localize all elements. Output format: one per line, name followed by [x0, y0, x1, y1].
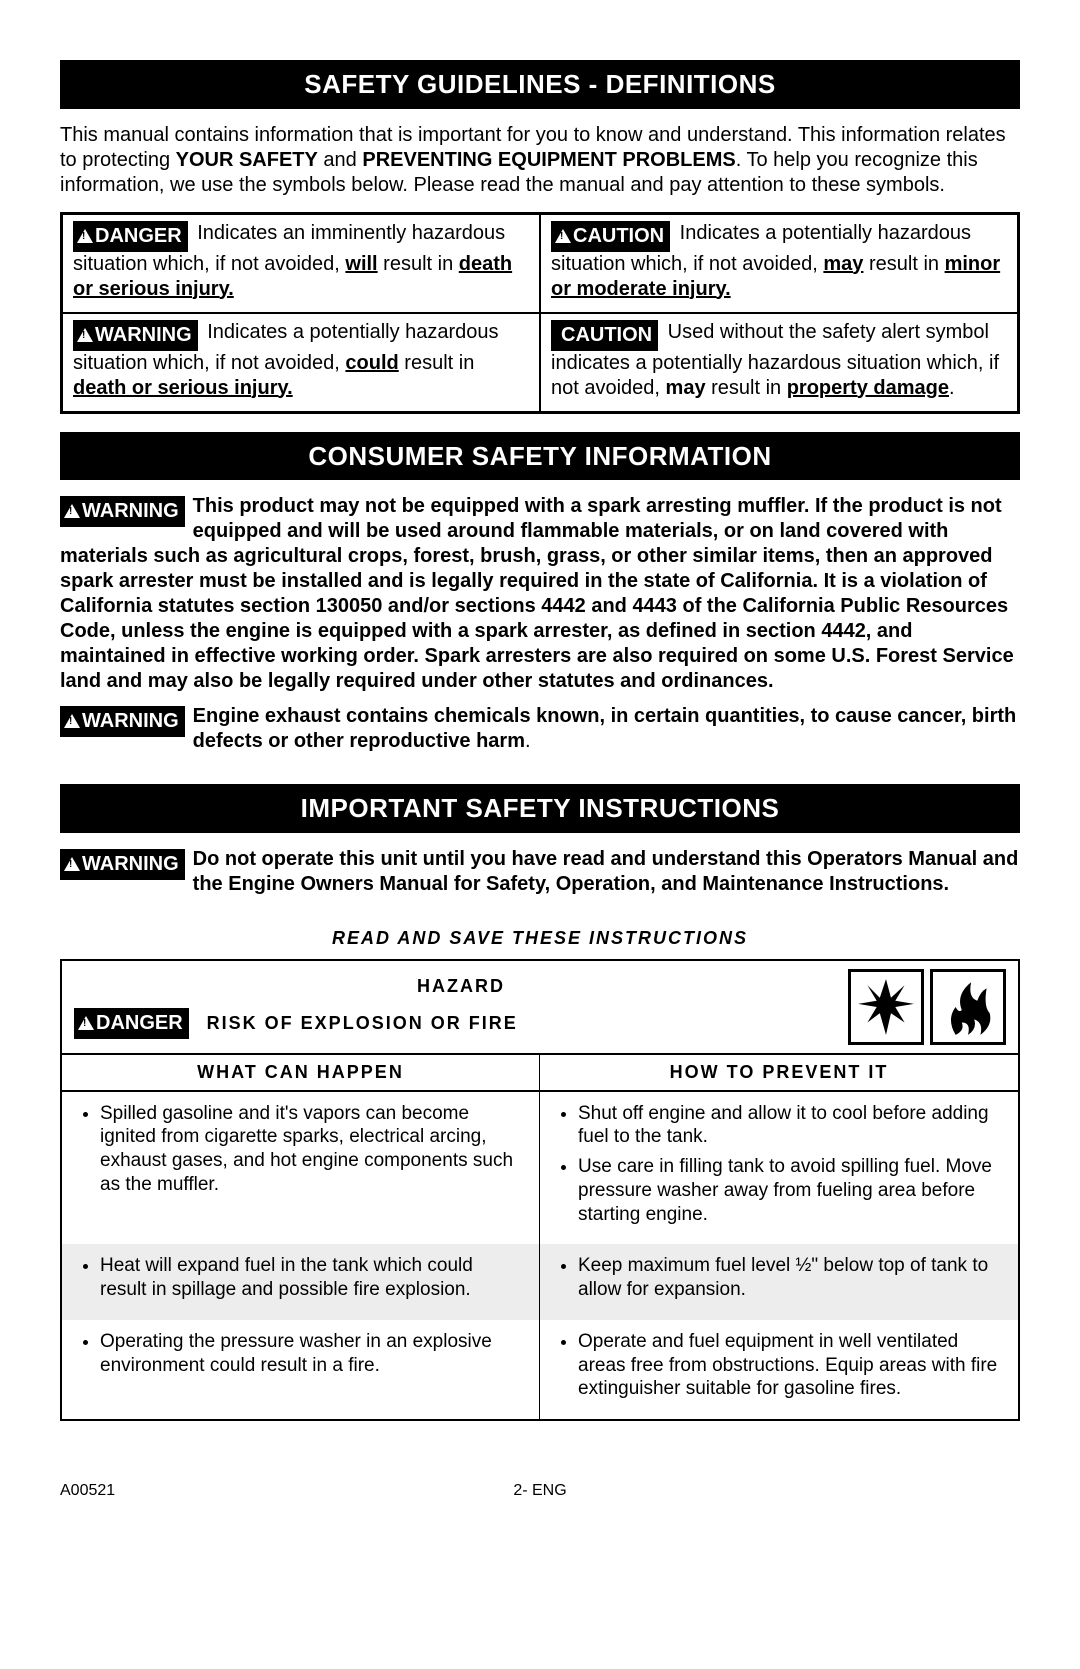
def-caution-plain-b: may	[666, 377, 706, 399]
consumer-body: WARNING This product may not be equipped…	[60, 494, 1020, 764]
caution-label: CAUTION	[551, 221, 670, 252]
def-caution: CAUTION Indicates a potentially hazardou…	[540, 214, 1018, 313]
warning-label-text: WARNING	[82, 500, 179, 522]
explosion-icon	[848, 969, 924, 1045]
warning-label: WARNING	[60, 706, 185, 737]
def-warning-b: could	[345, 352, 398, 374]
hazard-rows: Spilled gasoline and it's vapors can bec…	[62, 1092, 1018, 1420]
alert-icon	[77, 328, 93, 342]
list-item: Operating the pressure washer in an expl…	[100, 1330, 521, 1378]
intro-bold-2: PREVENTING EQUIPMENT PROBLEMS	[362, 149, 735, 171]
warning-label-text: WARNING	[82, 710, 179, 732]
danger-label: DANGER	[74, 1008, 189, 1039]
consumer-w1-text: This product may not be equipped with a …	[60, 495, 1014, 692]
list-item: Heat will expand fuel in the tank which …	[100, 1254, 521, 1302]
alert-icon	[77, 229, 93, 243]
hazard-column-headers: WHAT CAN HAPPEN HOW TO PREVENT IT	[62, 1055, 1018, 1092]
def-caution-plain-u: property damage	[787, 377, 949, 399]
list-item: Shut off engine and allow it to cool bef…	[578, 1102, 1000, 1150]
warning-label: WARNING	[73, 320, 198, 351]
hazard-title: HAZARD	[74, 975, 848, 998]
intro-mid: and	[318, 149, 362, 171]
list-item: Spilled gasoline and it's vapors can bec…	[100, 1102, 521, 1197]
hazard-cell-right: Shut off engine and allow it to cool bef…	[540, 1092, 1018, 1245]
hazard-cell-right: Operate and fuel equipment in well venti…	[540, 1320, 1018, 1419]
definitions-grid: DANGER Indicates an imminently hazardous…	[60, 212, 1020, 414]
consumer-warning-2: WARNING Engine exhaust contains chemical…	[60, 704, 1020, 754]
danger-label: DANGER	[73, 221, 188, 252]
important-body: WARNING Do not operate this unit until y…	[60, 847, 1020, 907]
def-warning: WARNING Indicates a potentially hazardou…	[62, 313, 540, 412]
alert-icon	[64, 714, 80, 728]
hazard-icons	[848, 969, 1006, 1045]
hazard-row: Heat will expand fuel in the tank which …	[62, 1244, 1018, 1320]
period: .	[525, 730, 531, 752]
hazard-row: Operating the pressure washer in an expl…	[62, 1320, 1018, 1419]
def-warning-u: death or serious injury.	[73, 377, 293, 399]
alert-icon	[555, 229, 571, 243]
important-warning-1: WARNING Do not operate this unit until y…	[60, 847, 1020, 897]
def-warning-mid: result in	[399, 352, 475, 374]
warning-label-text: WARNING	[82, 853, 179, 875]
section-title-important: IMPORTANT SAFETY INSTRUCTIONS	[60, 784, 1020, 833]
warning-label: WARNING	[60, 849, 185, 880]
def-caution-b: may	[823, 253, 863, 275]
hazard-table: HAZARD DANGER RISK OF EXPLOSION OR FIRE …	[60, 959, 1020, 1421]
caution-plain-label-text: CAUTION	[555, 324, 652, 346]
hazard-cell-right: Keep maximum fuel level ½" below top of …	[540, 1244, 1018, 1320]
hazard-cell-left: Spilled gasoline and it's vapors can bec…	[62, 1092, 540, 1245]
col-header-left: WHAT CAN HAPPEN	[62, 1055, 540, 1090]
list-item: Use care in filling tank to avoid spilli…	[578, 1155, 1000, 1226]
hazard-cell-left: Heat will expand fuel in the tank which …	[62, 1244, 540, 1320]
alert-icon	[64, 857, 80, 871]
caution-plain-label: CAUTION	[551, 320, 658, 351]
doc-id: A00521	[60, 1481, 115, 1501]
hazard-cell-left: Operating the pressure washer in an expl…	[62, 1320, 540, 1419]
list-item: Operate and fuel equipment in well venti…	[578, 1330, 1000, 1401]
read-and-save: READ AND SAVE THESE INSTRUCTIONS	[60, 927, 1020, 950]
important-w1-text: Do not operate this unit until you have …	[193, 848, 1019, 895]
hazard-subtitle: RISK OF EXPLOSION OR FIRE	[207, 1012, 518, 1035]
hazard-header: HAZARD DANGER RISK OF EXPLOSION OR FIRE	[62, 961, 1018, 1055]
danger-label-text: DANGER	[95, 225, 182, 247]
danger-label-text: DANGER	[96, 1012, 183, 1034]
def-caution-mid: result in	[863, 253, 944, 275]
intro-paragraph: This manual contains information that is…	[60, 123, 1020, 198]
caution-label-text: CAUTION	[573, 225, 664, 247]
page-number: 2- ENG	[513, 1481, 566, 1501]
list-item: Keep maximum fuel level ½" below top of …	[578, 1254, 1000, 1302]
section-title-consumer: CONSUMER SAFETY INFORMATION	[60, 432, 1020, 481]
section-title-definitions: SAFETY GUIDELINES - DEFINITIONS	[60, 60, 1020, 109]
consumer-warning-1: WARNING This product may not be equipped…	[60, 494, 1020, 694]
def-caution-plain: CAUTION Used without the safety alert sy…	[540, 313, 1018, 412]
col-header-right: HOW TO PREVENT IT	[540, 1055, 1018, 1090]
def-caution-plain-post: .	[949, 377, 955, 399]
fire-icon	[930, 969, 1006, 1045]
def-caution-plain-mid: result in	[706, 377, 787, 399]
warning-label-text: WARNING	[95, 324, 192, 346]
def-danger-b: will	[345, 253, 377, 275]
warning-label: WARNING	[60, 496, 185, 527]
alert-icon	[78, 1016, 94, 1030]
alert-icon	[64, 504, 80, 518]
def-danger: DANGER Indicates an imminently hazardous…	[62, 214, 540, 313]
consumer-w2-text: Engine exhaust contains chemicals known,…	[193, 705, 1017, 752]
page-footer: A00521 2- ENG	[60, 1481, 1020, 1501]
intro-bold-1: YOUR SAFETY	[176, 149, 318, 171]
def-danger-mid: result in	[378, 253, 459, 275]
hazard-row: Spilled gasoline and it's vapors can bec…	[62, 1092, 1018, 1245]
